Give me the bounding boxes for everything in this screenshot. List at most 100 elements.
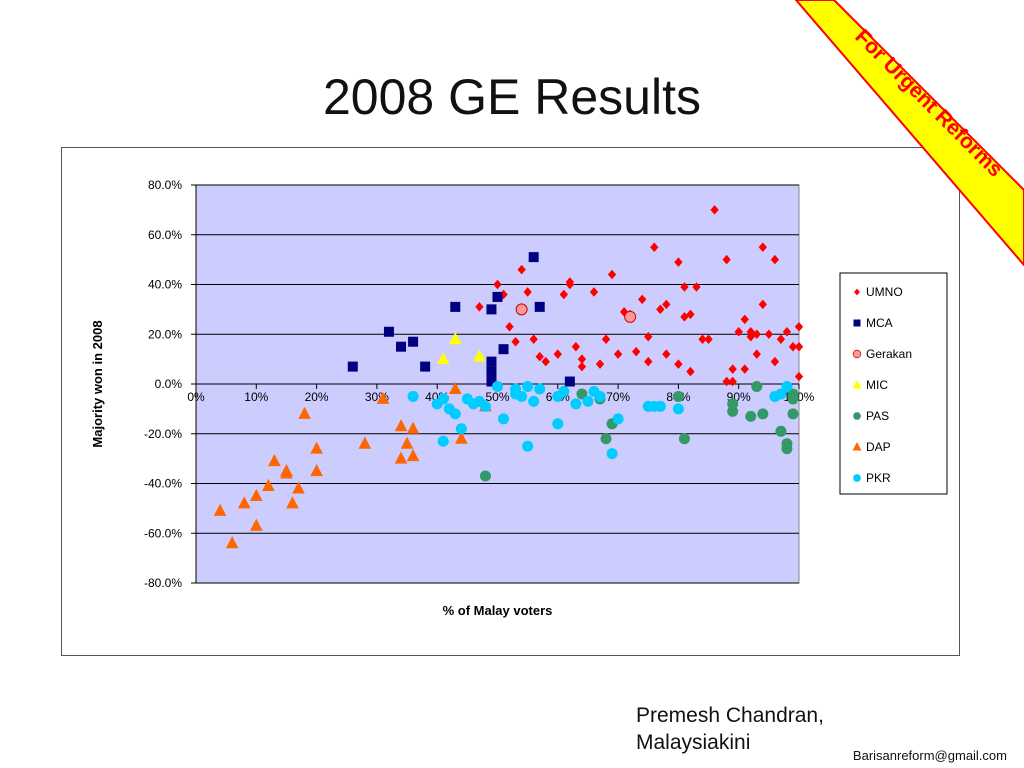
data-point-umno xyxy=(746,331,755,342)
data-point-mca xyxy=(420,361,431,372)
data-point-umno xyxy=(644,356,653,367)
chart-frame: 80.0% 60.0% 40.0% 20.0% 0.0% -20.0% -40.0% -60.… xyxy=(61,147,960,656)
data-point-mca xyxy=(534,301,545,312)
data-point-umno xyxy=(746,327,755,337)
data-point-dap xyxy=(249,518,263,531)
data-point-umno xyxy=(541,356,550,367)
legend-item-dap: DAP xyxy=(852,440,891,454)
data-point-umno xyxy=(595,359,605,369)
data-point-umno xyxy=(758,242,767,252)
data-point-umno xyxy=(722,376,731,387)
series-gerakan xyxy=(515,303,637,323)
x-tick-label: 10% xyxy=(244,390,268,404)
data-point-mca xyxy=(486,356,497,367)
data-point-pas xyxy=(757,408,769,420)
data-point-umno xyxy=(493,279,502,290)
legend: UMNO MCA Gerakan MIC PAS DAP PKR xyxy=(839,272,948,495)
data-point-dap xyxy=(406,449,420,462)
legend-label: PAS xyxy=(866,409,889,423)
data-point-umno xyxy=(571,341,581,352)
data-point-pkr xyxy=(479,400,491,412)
data-point-gerakan xyxy=(624,310,637,323)
data-point-pkr xyxy=(558,385,570,397)
slide-title: 2008 GE Results xyxy=(323,69,701,125)
x-tick-label: 20% xyxy=(305,390,329,404)
data-point-pkr xyxy=(455,423,467,435)
data-point-pkr xyxy=(437,393,449,405)
legend-marker xyxy=(852,349,862,359)
legend-item-mic: MIC xyxy=(852,378,888,392)
series-pas xyxy=(479,380,799,482)
data-point-umno xyxy=(770,254,780,265)
legend-marker xyxy=(853,412,861,420)
legend-item-gerakan: Gerakan xyxy=(852,347,912,361)
legend-marker xyxy=(854,288,860,296)
data-point-umno xyxy=(782,327,792,337)
data-point-mca xyxy=(528,252,539,263)
data-point-dap xyxy=(406,421,420,434)
data-point-dap xyxy=(237,496,251,509)
y-tick-label: -20.0% xyxy=(144,427,182,441)
data-point-umno xyxy=(704,334,713,344)
data-point-umno xyxy=(674,257,683,267)
data-point-umno xyxy=(656,304,665,315)
legend-marker xyxy=(852,380,862,389)
data-point-dap xyxy=(394,419,408,432)
y-tick-label: 60.0% xyxy=(148,228,182,242)
data-point-umno xyxy=(740,364,749,374)
data-point-umno xyxy=(644,331,653,342)
legend-label: PKR xyxy=(866,471,891,485)
data-point-umno xyxy=(740,314,749,325)
data-point-umno xyxy=(529,334,538,344)
data-point-pkr xyxy=(775,388,787,400)
x-tick-label: 0% xyxy=(187,390,205,404)
data-point-umno xyxy=(553,349,562,359)
data-point-umno xyxy=(577,361,587,372)
data-point-pkr xyxy=(510,383,522,395)
data-point-umno xyxy=(523,287,532,297)
data-point-mca xyxy=(492,291,503,302)
legend-marker xyxy=(852,442,862,451)
data-point-dap xyxy=(225,536,239,549)
data-point-umno xyxy=(632,346,641,357)
data-point-pkr xyxy=(672,403,684,415)
legend-label: MCA xyxy=(866,316,893,330)
data-point-umno xyxy=(752,329,761,340)
data-point-mca xyxy=(408,336,419,347)
y-tick-label: 20.0% xyxy=(148,327,182,341)
data-point-pas xyxy=(781,438,793,450)
data-point-umno xyxy=(686,309,695,320)
legend-label: UMNO xyxy=(866,285,903,299)
legend-marker xyxy=(853,319,861,327)
data-point-pkr xyxy=(407,390,419,402)
data-point-dap xyxy=(298,406,311,419)
data-point-umno xyxy=(662,299,671,310)
series-umno xyxy=(475,205,804,387)
credit-author: Premesh Chandran, xyxy=(636,704,824,727)
data-point-umno xyxy=(680,282,689,292)
data-point-mca xyxy=(383,326,394,337)
data-point-umno xyxy=(686,366,695,377)
data-point-pas xyxy=(787,408,799,420)
data-point-umno xyxy=(601,334,611,344)
series-mic xyxy=(436,332,486,365)
data-point-pkr xyxy=(606,448,618,460)
data-point-umno xyxy=(559,289,568,300)
data-point-umno xyxy=(505,322,514,332)
data-point-pkr xyxy=(522,380,534,392)
data-point-dap xyxy=(394,451,408,464)
data-point-umno xyxy=(794,341,804,352)
data-point-pas xyxy=(479,470,491,482)
legend-item-pkr: PKR xyxy=(853,471,891,485)
series-pkr xyxy=(407,380,793,460)
data-point-dap xyxy=(292,481,305,494)
data-point-dap xyxy=(280,463,293,477)
data-point-pkr xyxy=(534,383,546,395)
data-point-dap xyxy=(262,478,275,491)
data-point-umno xyxy=(613,349,623,359)
data-point-mca xyxy=(396,341,407,352)
data-point-umno xyxy=(692,282,701,292)
legend-item-umno: UMNO xyxy=(854,285,903,299)
data-point-pkr xyxy=(612,413,624,425)
data-point-dap xyxy=(310,463,323,477)
